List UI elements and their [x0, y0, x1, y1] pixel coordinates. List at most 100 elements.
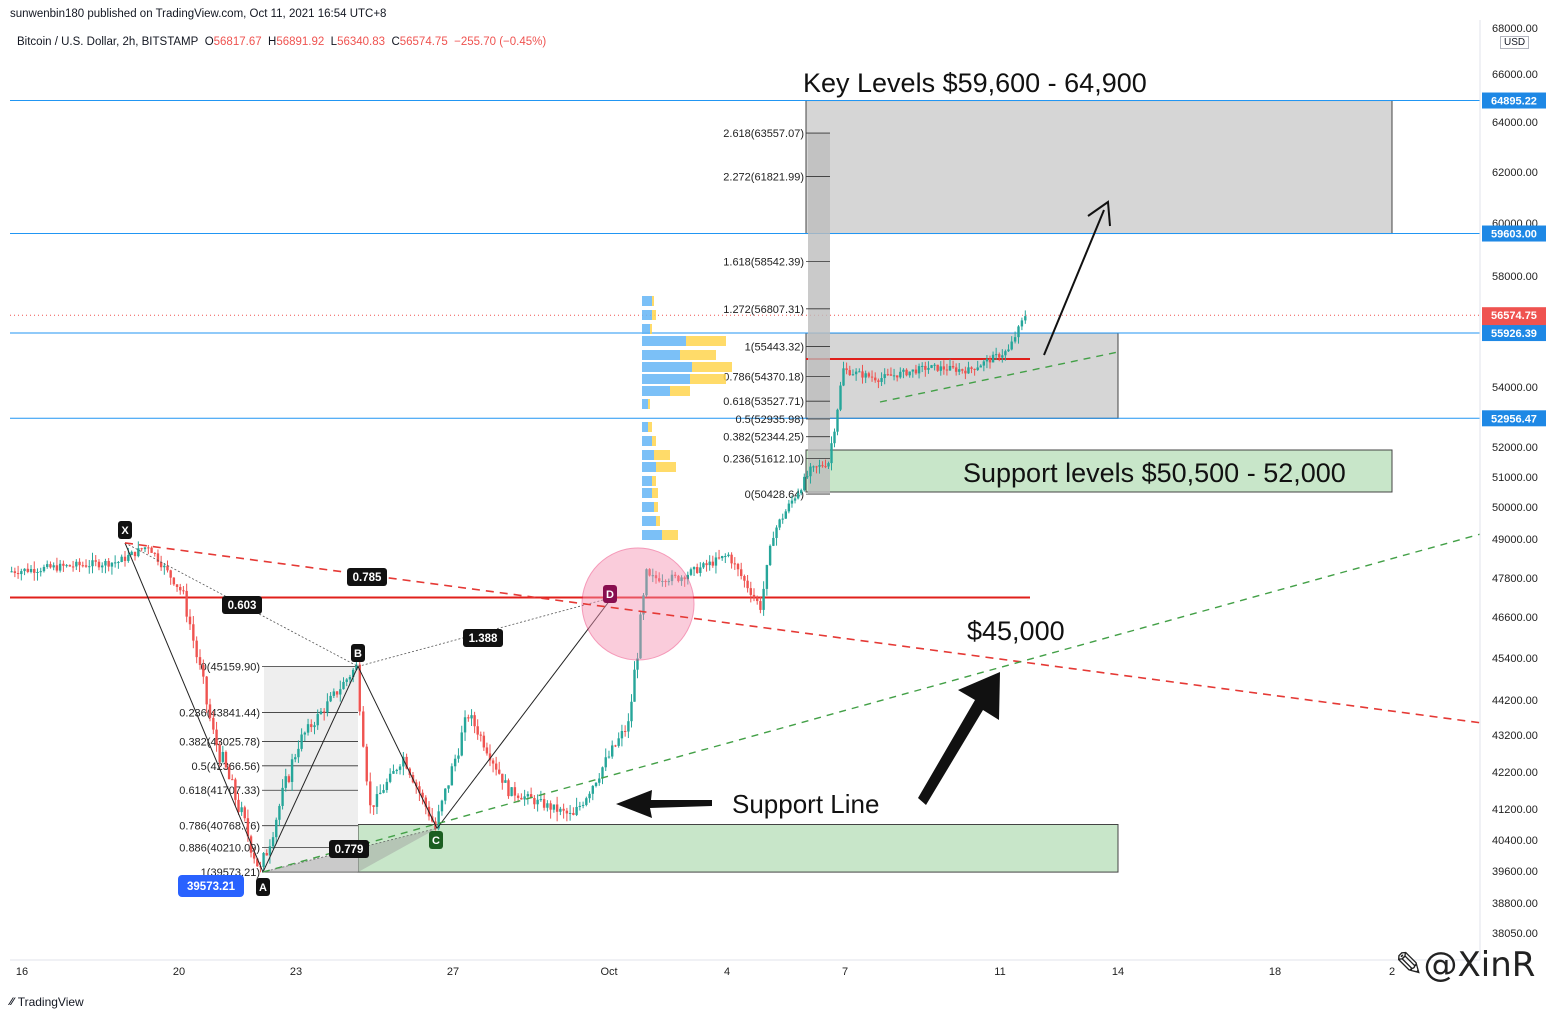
candle-body: [369, 781, 372, 806]
candle-body: [914, 369, 918, 374]
candle-body: [858, 371, 861, 373]
candle-body: [33, 569, 36, 573]
candle-body: [833, 431, 836, 444]
candle-body: [351, 669, 355, 677]
candle-body: [699, 567, 702, 573]
candle-body: [479, 734, 482, 736]
price-axis: 68000.0066000.0064000.0062000.0060000.00…: [1479, 20, 1546, 960]
candle-body: [332, 691, 336, 696]
ratio-label: 0.785: [353, 572, 382, 584]
candle-body: [355, 664, 358, 670]
candle-body: [883, 374, 886, 379]
volume-profile-bar: [656, 516, 660, 526]
candle-body: [215, 729, 218, 746]
candle-body: [123, 556, 127, 561]
volume-profile-bar: [642, 436, 652, 446]
pattern-d-circle: [581, 547, 695, 661]
candle-body: [10, 571, 13, 573]
candle-body: [821, 465, 824, 467]
candle-body: [623, 731, 627, 733]
candle-body: [667, 581, 670, 583]
price-tick: 39600.00: [1492, 866, 1538, 878]
candle-body: [476, 726, 479, 735]
candle-body: [275, 819, 278, 838]
fib-upper-label: 0.786(54370.18): [723, 372, 804, 384]
candle-body: [886, 374, 890, 376]
currency-label[interactable]: USD: [1500, 36, 1530, 49]
volume-profile-bar: [670, 386, 690, 396]
candle-body: [818, 465, 821, 467]
candle-body: [836, 409, 839, 432]
ascending-channel-trendline: [879, 351, 1119, 403]
candle-body: [559, 808, 562, 812]
annotation-text: Key Levels $59,600 - 64,900: [803, 68, 1147, 98]
open-key: O: [204, 36, 214, 48]
candle-body: [313, 725, 316, 728]
candle-body: [342, 681, 345, 690]
candle-body: [827, 463, 830, 467]
publisher-line: sunwenbin180 published on TradingView.co…: [10, 8, 387, 20]
close-value: 56574.75: [399, 36, 448, 48]
volume-profile-bar: [680, 350, 716, 360]
candle-body: [717, 557, 721, 559]
weibo-icon: ✎: [1395, 945, 1424, 985]
volume-profile-bar: [642, 488, 652, 498]
candle-body: [319, 711, 323, 715]
candle-body: [533, 798, 536, 805]
candle-body: [781, 518, 784, 520]
candle-body: [1004, 351, 1007, 356]
price-tick: 44200.00: [1492, 695, 1538, 707]
candle-body: [182, 590, 185, 592]
candle-body: [740, 569, 743, 577]
volume-profile-bar: [642, 386, 670, 396]
candle-body: [507, 780, 510, 797]
candle-body: [256, 858, 259, 867]
ratio-badge: [463, 629, 503, 647]
time-tick: 11: [994, 966, 1005, 978]
time-tick: 23: [290, 966, 302, 978]
candle-body: [778, 519, 781, 528]
candle-body: [482, 735, 486, 748]
annotation-layer: Key Levels $59,600 - 64,900 Support level…: [616, 68, 1346, 819]
candle-body: [994, 354, 998, 356]
candle-body: [555, 804, 559, 812]
candle-body: [117, 562, 120, 564]
time-tick: 7: [842, 966, 848, 978]
candle-body: [702, 563, 705, 568]
candle-body: [520, 797, 523, 800]
candle-body: [954, 367, 958, 372]
candle-body: [49, 564, 52, 568]
volume-profile-bar: [642, 296, 652, 306]
candle-body: [71, 566, 75, 568]
candle-body: [988, 358, 992, 363]
candle-body: [491, 760, 495, 764]
candle-body: [695, 567, 699, 573]
pattern-point-badge: [256, 878, 270, 896]
candle-body: [627, 721, 630, 732]
volume-profile-bar: [652, 296, 654, 306]
annotation-text: $45,000: [967, 616, 1065, 646]
candle-body: [62, 563, 65, 566]
candle-body: [861, 371, 864, 378]
candle-body: [153, 552, 156, 554]
ratio-badge: [347, 568, 387, 586]
candle-body: [243, 807, 246, 819]
arrow-up-line: [1043, 209, 1105, 356]
candle-body: [639, 614, 642, 659]
candle-body: [26, 568, 29, 572]
candle-body: [447, 785, 450, 789]
annotation-text: Support Line: [732, 789, 879, 819]
candle-body: [231, 779, 234, 781]
candle-body: [793, 498, 797, 501]
brand-name: TradingView: [17, 995, 84, 1009]
time-tick: 4: [724, 966, 730, 978]
symbol-name: Bitcoin / U.S. Dollar, 2h, BITSTAMP: [17, 36, 199, 48]
candle-body: [588, 793, 591, 799]
volume-profile-bar: [656, 462, 676, 472]
high-key: H: [268, 36, 277, 48]
volume-profile-bar: [692, 362, 732, 372]
candle-body: [720, 556, 724, 559]
pattern-leg-ab: [262, 666, 359, 873]
candle-body: [65, 565, 68, 567]
